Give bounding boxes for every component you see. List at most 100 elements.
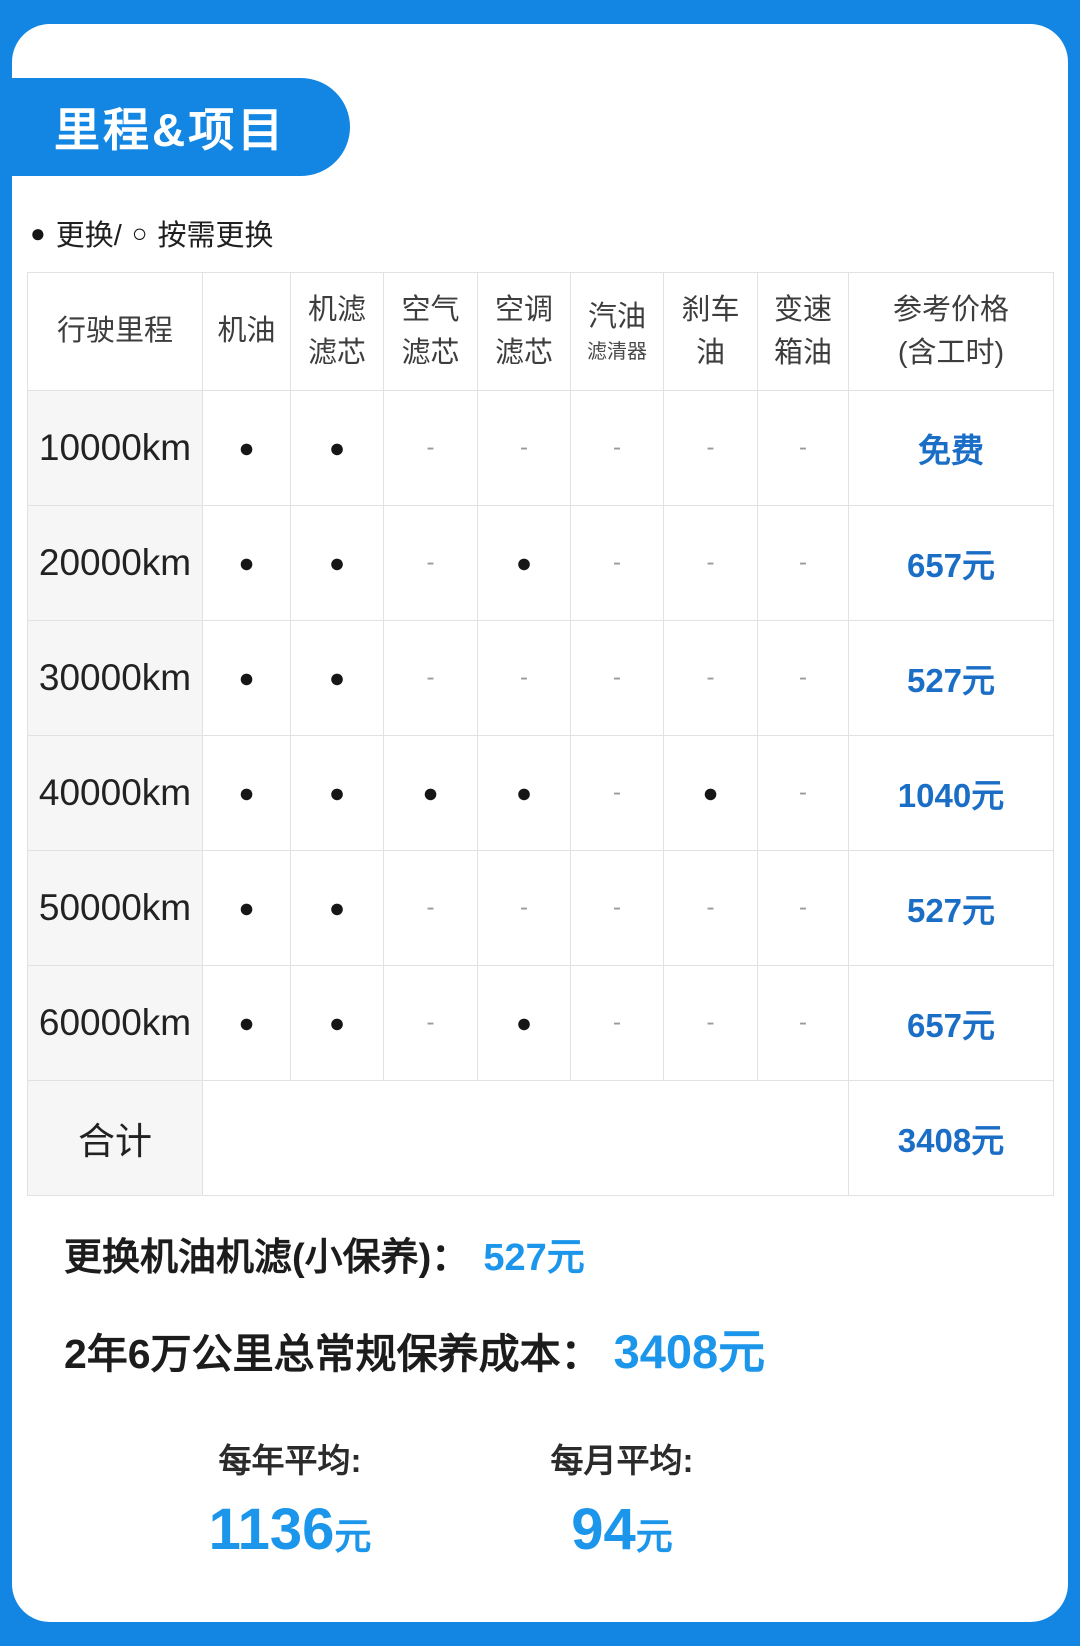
yearly-average-number: 1136 [208, 1497, 335, 1562]
item-cell: - [383, 965, 478, 1081]
monthly-average-unit: 元 [635, 1516, 673, 1557]
not-needed-dash: - [426, 434, 435, 461]
replace-dot-icon: ● [238, 777, 255, 808]
not-needed-dash: - [799, 664, 807, 691]
total-row: 合计 3408元 [27, 1080, 1054, 1196]
not-needed-dash: - [613, 549, 621, 576]
item-cell: - [757, 390, 849, 506]
replace-dot-icon: ● [238, 892, 255, 923]
total-cost-label: 2年6万公里总常规保养成本： [64, 1331, 602, 1377]
item-cell: - [757, 850, 849, 966]
not-needed-dash: - [799, 894, 807, 921]
item-cell: - [383, 505, 478, 621]
column-header: 空调 滤芯 [477, 272, 571, 391]
column-header: 行驶里程 [27, 272, 203, 391]
replace-dot-icon: ● [238, 1007, 255, 1038]
total-empty-cell [202, 1080, 849, 1196]
mileage-cell: 50000km [27, 850, 203, 966]
item-cell: - [570, 390, 664, 506]
replace-dot-icon: ● [238, 547, 255, 578]
mileage-cell: 40000km [27, 735, 203, 851]
column-header: 机油 [202, 272, 291, 391]
table-row: 60000km ● ● - ● - - - 657元 [27, 965, 1054, 1081]
column-header: 机滤 滤芯 [290, 272, 384, 391]
item-cell: - [663, 965, 758, 1081]
not-needed-dash: - [426, 664, 435, 691]
mileage-cell: 20000km [27, 505, 203, 621]
item-cell: - [757, 965, 849, 1081]
legend: ● 更换/ ○ 按需更换 [30, 212, 274, 254]
item-cell: ● [477, 735, 571, 851]
item-cell: ● [290, 965, 384, 1081]
item-cell: - [383, 390, 478, 506]
price-cell: 527元 [848, 620, 1054, 736]
not-needed-dash: - [426, 894, 435, 921]
column-header: 空气 滤芯 [383, 272, 478, 391]
column-header: 参考价格 (含工时) [848, 272, 1054, 391]
filled-circle-icon: ● [30, 217, 46, 248]
not-needed-dash: - [706, 549, 715, 576]
minor-service-label: 更换机油机滤(小保养)： [64, 1237, 470, 1279]
item-cell: - [383, 620, 478, 736]
not-needed-dash: - [613, 779, 621, 806]
item-cell: - [477, 390, 571, 506]
item-cell: ● [202, 850, 291, 966]
table-row: 20000km ● ● - ● - - - 657元 [27, 505, 1054, 621]
not-needed-dash: - [613, 894, 621, 921]
monthly-average-label: 每月平均: [550, 1442, 694, 1479]
column-header: 汽油 滤清器 [570, 272, 664, 391]
item-cell: ● [477, 505, 571, 621]
not-needed-dash: - [799, 549, 807, 576]
price-cell: 免费 [848, 390, 1054, 506]
replace-dot-icon: ● [328, 1007, 346, 1038]
replace-dot-icon: ● [515, 777, 533, 808]
monthly-average-stat: 每月平均: 94元 [492, 1434, 752, 1563]
item-cell: ● [663, 735, 758, 851]
item-cell: - [477, 620, 571, 736]
replace-dot-icon: ● [515, 547, 533, 578]
yearly-average-stat: 每年平均: 1136元 [160, 1434, 420, 1563]
item-cell: ● [290, 850, 384, 966]
item-cell: - [663, 390, 758, 506]
item-cell: ● [290, 505, 384, 621]
price-cell: 1040元 [848, 735, 1054, 851]
replace-dot-icon: ● [328, 892, 346, 923]
item-cell: ● [202, 505, 291, 621]
item-cell: ● [202, 735, 291, 851]
item-cell: - [663, 505, 758, 621]
not-needed-dash: - [799, 434, 807, 461]
mileage-cell: 10000km [27, 390, 203, 506]
open-circle-icon: ○ [131, 217, 148, 248]
item-cell: ● [383, 735, 478, 851]
content-card: 里程&项目 ● 更换/ ○ 按需更换 行驶里程 机油 机滤 滤芯 空气 滤芯 空调 滤芯 汽油滤… [12, 24, 1068, 1622]
table-wrapper: 行驶里程 机油 机滤 滤芯 空气 滤芯 空调 滤芯 汽油 滤清器 刹车油变速 箱油 参考价格 (含工时) … [27, 272, 1054, 1196]
item-cell: - [570, 505, 664, 621]
replace-dot-icon: ● [515, 1007, 533, 1038]
minor-service-line: 更换机油机滤(小保养)： 527元 [64, 1226, 1024, 1281]
section-title: 里程&项目 [54, 104, 287, 156]
item-cell: - [570, 620, 664, 736]
mileage-cell: 60000km [27, 965, 203, 1081]
item-cell: - [757, 735, 849, 851]
replace-dot-icon: ● [328, 777, 346, 808]
table-row: 30000km ● ● - - - - - 527元 [27, 620, 1054, 736]
total-cost-value: 3408元 [613, 1325, 766, 1378]
not-needed-dash: - [706, 434, 715, 461]
not-needed-dash: - [613, 1009, 621, 1036]
item-cell: ● [477, 965, 571, 1081]
not-needed-dash: - [613, 434, 621, 461]
item-cell: ● [290, 390, 384, 506]
monthly-average-value: 94元 [492, 1496, 752, 1563]
yearly-average-value: 1136元 [160, 1496, 420, 1563]
item-cell: ● [202, 390, 291, 506]
column-header: 刹车油 [663, 272, 758, 391]
replace-dot-icon: ● [422, 777, 439, 808]
item-cell: - [757, 505, 849, 621]
not-needed-dash: - [520, 434, 528, 461]
total-cost-line: 2年6万公里总常规保养成本： 3408元 [64, 1313, 1024, 1382]
not-needed-dash: - [799, 1009, 807, 1036]
not-needed-dash: - [520, 894, 528, 921]
average-stats: 每年平均: 1136元 每月平均: 94元 [64, 1434, 1024, 1563]
not-needed-dash: - [706, 894, 715, 921]
